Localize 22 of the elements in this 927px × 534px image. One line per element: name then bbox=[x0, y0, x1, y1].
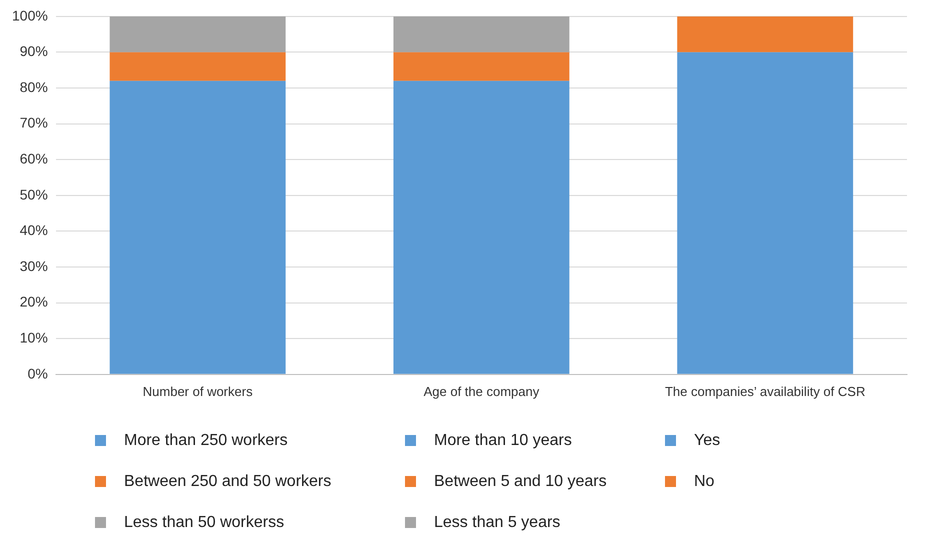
legend-label: Less than 50 workerss bbox=[124, 514, 284, 532]
legend-label: Less than 5 years bbox=[434, 514, 560, 532]
legend-label: More than 10 years bbox=[434, 432, 572, 450]
y-tick-label: 100% bbox=[12, 7, 48, 24]
x-tick-label: The companies’ availability of CSR bbox=[664, 384, 866, 399]
y-tick-label: 60% bbox=[20, 150, 48, 166]
y-tick-label: 90% bbox=[20, 43, 48, 60]
x-tick-label: Age of the company bbox=[424, 384, 540, 399]
y-tick-label: 10% bbox=[20, 329, 48, 346]
y-tick-label: 0% bbox=[28, 365, 48, 382]
y-tick-label: 70% bbox=[20, 114, 48, 131]
y-tick-label: 40% bbox=[20, 222, 48, 238]
legend-label: Between 250 and 50 workers bbox=[124, 472, 332, 490]
y-tick-label: 30% bbox=[20, 258, 48, 274]
legend-label: More than 250 workers bbox=[124, 432, 288, 450]
legend-label: Yes bbox=[694, 432, 720, 450]
x-tick-label: Number of workers bbox=[142, 384, 254, 399]
legend-label: No bbox=[694, 472, 714, 490]
y-tick-label: 80% bbox=[20, 78, 48, 95]
y-tick-label: 20% bbox=[20, 294, 48, 310]
y-tick-label: 50% bbox=[20, 186, 48, 202]
legend-label: Between 5 and 10 years bbox=[434, 472, 607, 490]
